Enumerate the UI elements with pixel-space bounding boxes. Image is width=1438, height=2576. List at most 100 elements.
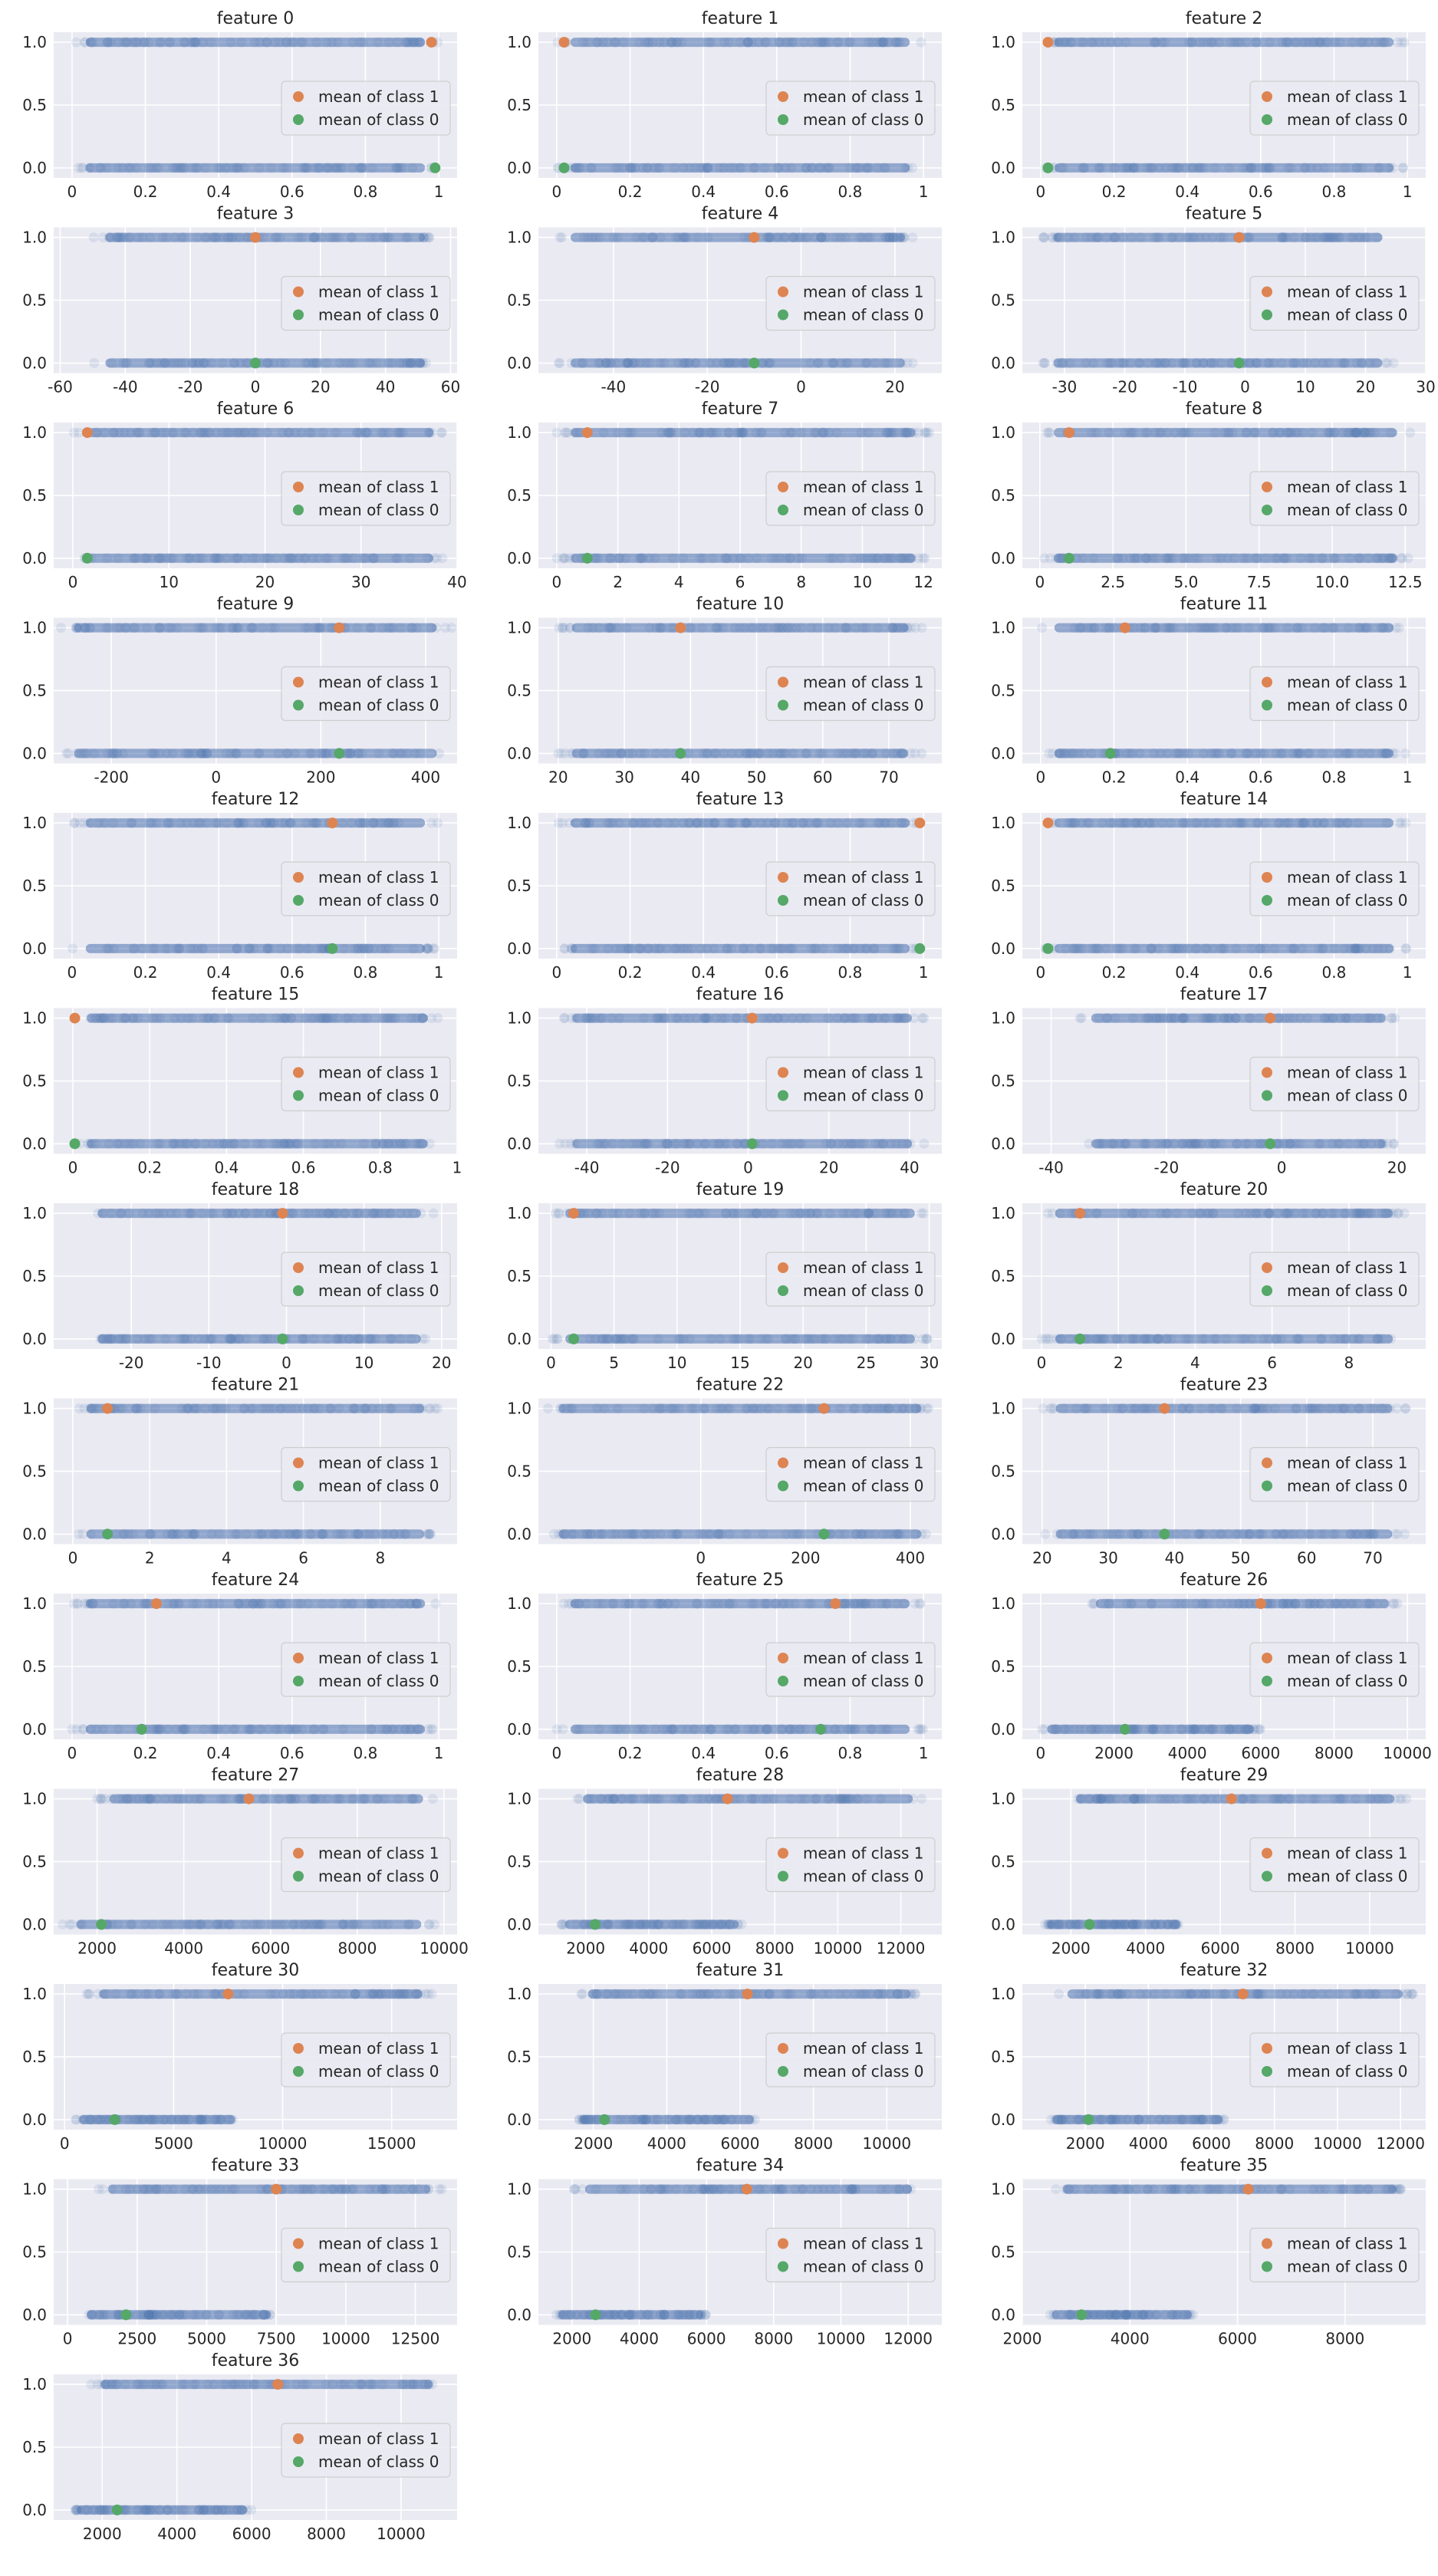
data-point bbox=[1242, 748, 1252, 758]
x-tick-label: 10.0 bbox=[1315, 573, 1350, 591]
data-point bbox=[1320, 37, 1331, 48]
data-point bbox=[327, 1598, 337, 1609]
data-point bbox=[1274, 427, 1285, 438]
data-point bbox=[196, 623, 206, 633]
legend-marker-class-1 bbox=[1262, 482, 1272, 492]
data-point bbox=[890, 37, 901, 48]
data-point bbox=[313, 623, 324, 633]
data-point bbox=[104, 623, 114, 633]
data-point bbox=[1054, 232, 1065, 243]
data-point bbox=[407, 357, 418, 368]
data-point bbox=[232, 553, 243, 564]
data-point bbox=[844, 37, 854, 48]
data-point bbox=[407, 163, 418, 173]
data-point bbox=[878, 553, 889, 564]
data-point bbox=[354, 37, 365, 48]
data-point bbox=[189, 1403, 199, 1414]
data-point bbox=[400, 1724, 411, 1735]
data-point bbox=[229, 553, 240, 564]
data-point bbox=[153, 553, 163, 564]
subplot-title: feature 22 bbox=[696, 1376, 784, 1395]
x-tick-label: 4000 bbox=[629, 1939, 668, 1958]
data-point bbox=[1354, 1334, 1364, 1344]
data-point bbox=[1310, 357, 1321, 368]
data-point bbox=[896, 748, 907, 758]
subplot-title: feature 3 bbox=[217, 205, 294, 224]
data-point bbox=[907, 232, 918, 243]
data-point bbox=[1354, 553, 1365, 564]
data-point bbox=[367, 1208, 378, 1219]
data-point bbox=[553, 357, 564, 368]
data-point bbox=[337, 818, 348, 828]
data-point bbox=[1089, 1598, 1100, 1609]
data-point bbox=[1302, 1013, 1313, 1024]
data-point bbox=[681, 232, 692, 243]
data-point bbox=[1327, 1138, 1338, 1149]
data-point bbox=[867, 37, 877, 48]
data-point bbox=[114, 427, 125, 438]
mean-class-0-point bbox=[581, 552, 593, 564]
legend-box bbox=[1249, 471, 1420, 526]
data-point bbox=[605, 553, 616, 564]
data-point bbox=[758, 1013, 768, 1024]
y-tick-label: 0.0 bbox=[991, 1525, 1015, 1543]
data-point bbox=[761, 1724, 772, 1735]
data-point bbox=[1232, 1403, 1242, 1414]
data-point bbox=[796, 427, 807, 438]
data-point bbox=[794, 1138, 805, 1149]
data-point bbox=[111, 232, 122, 243]
data-point bbox=[765, 232, 775, 243]
y-tick-label: 0.5 bbox=[991, 877, 1015, 895]
data-point bbox=[781, 553, 791, 564]
data-point bbox=[1184, 232, 1195, 243]
data-point bbox=[244, 943, 255, 954]
x-tick-label: 0.6 bbox=[1249, 963, 1273, 982]
data-point bbox=[909, 427, 920, 438]
data-point bbox=[1130, 553, 1140, 564]
data-point bbox=[742, 37, 753, 48]
data-point bbox=[309, 818, 320, 828]
y-tick-label: 0.0 bbox=[991, 939, 1015, 958]
data-point bbox=[672, 1528, 683, 1539]
data-point bbox=[367, 1598, 377, 1609]
data-point bbox=[139, 553, 150, 564]
data-point bbox=[882, 37, 893, 48]
subplot-title: feature 14 bbox=[1180, 790, 1268, 809]
data-point bbox=[1045, 553, 1056, 564]
data-point bbox=[242, 357, 253, 368]
data-point bbox=[762, 232, 773, 243]
data-point bbox=[134, 427, 145, 438]
data-point bbox=[1051, 357, 1062, 368]
data-point bbox=[593, 357, 604, 368]
data-point bbox=[367, 553, 378, 564]
data-point bbox=[225, 37, 236, 48]
legend-label-class-1: mean of class 1 bbox=[803, 283, 923, 301]
data-point bbox=[1162, 1334, 1173, 1344]
data-point bbox=[849, 553, 860, 564]
data-point bbox=[173, 357, 183, 368]
data-point bbox=[706, 1724, 716, 1735]
data-point bbox=[612, 427, 623, 438]
data-point bbox=[788, 232, 799, 243]
data-point bbox=[1066, 37, 1077, 48]
data-point bbox=[671, 232, 682, 243]
data-point bbox=[818, 37, 829, 48]
data-point bbox=[403, 232, 413, 243]
mean-class-1-point bbox=[1063, 427, 1074, 439]
data-point bbox=[313, 553, 324, 564]
data-point bbox=[310, 1794, 321, 1805]
data-point bbox=[785, 553, 795, 564]
data-point bbox=[406, 1334, 416, 1344]
x-tick-label: 0.8 bbox=[1322, 963, 1347, 982]
data-point bbox=[262, 37, 272, 48]
data-point bbox=[168, 163, 179, 173]
data-point bbox=[1270, 1528, 1281, 1539]
legend-marker-class-1 bbox=[293, 676, 304, 688]
data-point bbox=[1115, 943, 1126, 954]
data-point bbox=[104, 232, 115, 243]
data-point bbox=[749, 163, 759, 173]
data-point bbox=[706, 1334, 716, 1344]
data-point bbox=[360, 427, 370, 438]
data-point bbox=[84, 163, 95, 173]
data-point bbox=[1134, 357, 1144, 368]
